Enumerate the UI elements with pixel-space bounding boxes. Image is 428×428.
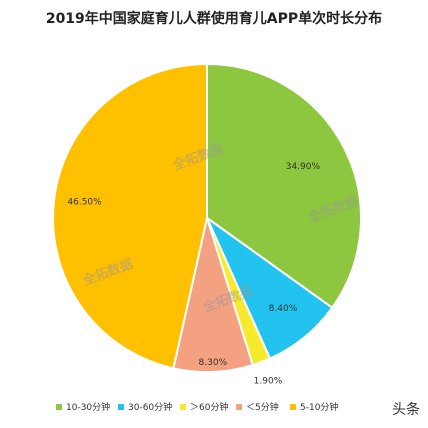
legend-label: ＜5分钟	[246, 401, 279, 413]
slice-value-label: 34.90%	[286, 162, 321, 172]
legend-swatch	[118, 404, 124, 410]
slice-value-label: 46.50%	[67, 197, 102, 207]
slice-labels: 34.90% 8.40% 1.90% 8.30% 46.50%	[67, 162, 320, 387]
pie-slices	[52, 62, 362, 373]
pie-slice	[52, 62, 208, 370]
legend-label: 5-10分钟	[300, 401, 338, 413]
pie-slice	[206, 62, 362, 310]
legend-swatch	[180, 404, 186, 410]
legend-swatch	[56, 404, 62, 410]
slice-value-label: 8.40%	[269, 304, 298, 314]
brand-mark: 头条	[392, 401, 420, 418]
legend-label: 30-60分钟	[128, 401, 172, 413]
legend: 10-30分钟 30-60分钟 ＞60分钟 ＜5分钟 5-10分钟	[56, 401, 338, 413]
chart-title: 2019年中国家庭育儿人群使用育儿APP单次时长分布	[45, 11, 383, 27]
slice-value-label: 8.30%	[199, 358, 228, 368]
legend-label: ＞60分钟	[190, 401, 228, 413]
slice-value-label: 1.90%	[254, 376, 283, 386]
legend-label: 10-30分钟	[66, 401, 110, 413]
legend-swatch	[290, 404, 296, 410]
legend-swatch	[236, 404, 242, 410]
